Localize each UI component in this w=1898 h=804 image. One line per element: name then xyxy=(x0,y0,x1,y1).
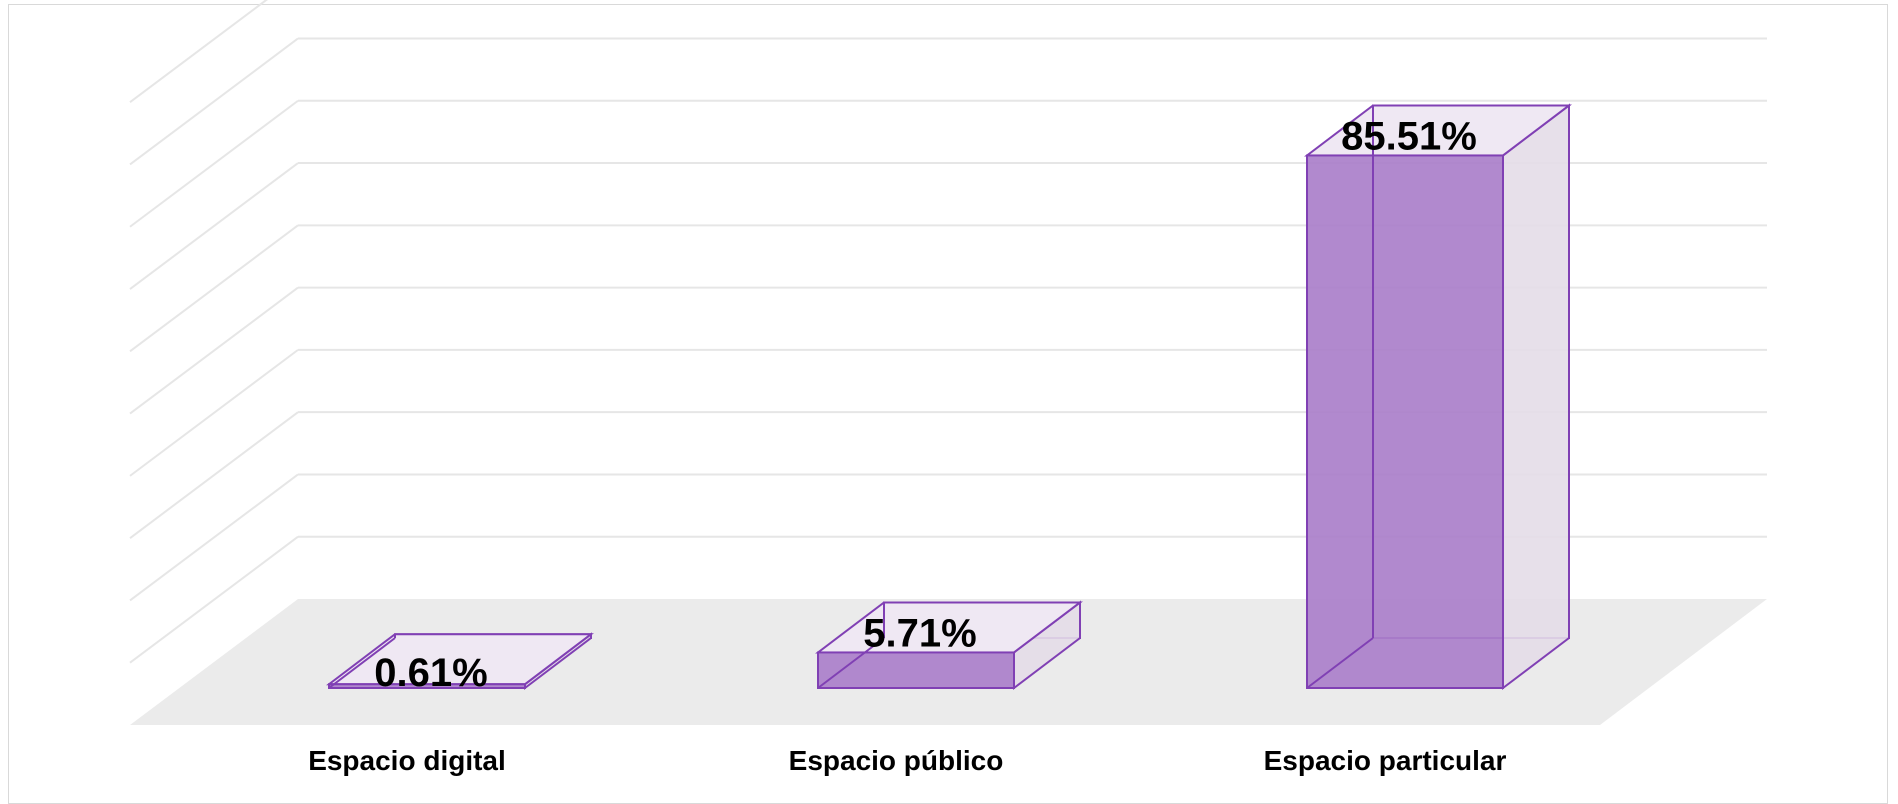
data-label: 5.71% xyxy=(863,611,976,655)
bar-front-face xyxy=(328,683,526,690)
gridline-side xyxy=(129,99,299,228)
gridline-side xyxy=(129,349,299,477)
category-label: Espacio digital xyxy=(308,745,506,776)
gridline-side xyxy=(129,411,299,539)
bar-inner-edge xyxy=(817,637,885,689)
gridline-side xyxy=(129,473,299,602)
bar-2 xyxy=(815,600,1083,691)
gridline-side xyxy=(129,162,299,290)
bar-inner-edge xyxy=(1306,637,1374,689)
gridline-side xyxy=(129,224,299,353)
data-label: 85.51% xyxy=(1341,114,1477,158)
data-label: 0.61% xyxy=(374,651,487,695)
gridline-side xyxy=(129,0,268,103)
bar-front-face xyxy=(817,651,1015,689)
gridline-side xyxy=(129,37,299,166)
gridline-side xyxy=(129,535,299,664)
bar-side-face xyxy=(1502,103,1570,691)
bars xyxy=(326,103,1572,691)
bar-1 xyxy=(326,632,594,691)
bar-front-face xyxy=(1306,154,1504,689)
bar-3 xyxy=(1304,103,1572,691)
data-labels: 0.61% 5.71% 85.51% xyxy=(374,114,1477,695)
category-label: Espacio particular xyxy=(1264,745,1507,776)
category-label: Espacio público xyxy=(789,745,1004,776)
category-labels: Espacio digital Espacio público Espacio pa… xyxy=(308,745,1506,776)
bar-inner-edge xyxy=(328,637,396,689)
gridline-side xyxy=(129,286,299,415)
